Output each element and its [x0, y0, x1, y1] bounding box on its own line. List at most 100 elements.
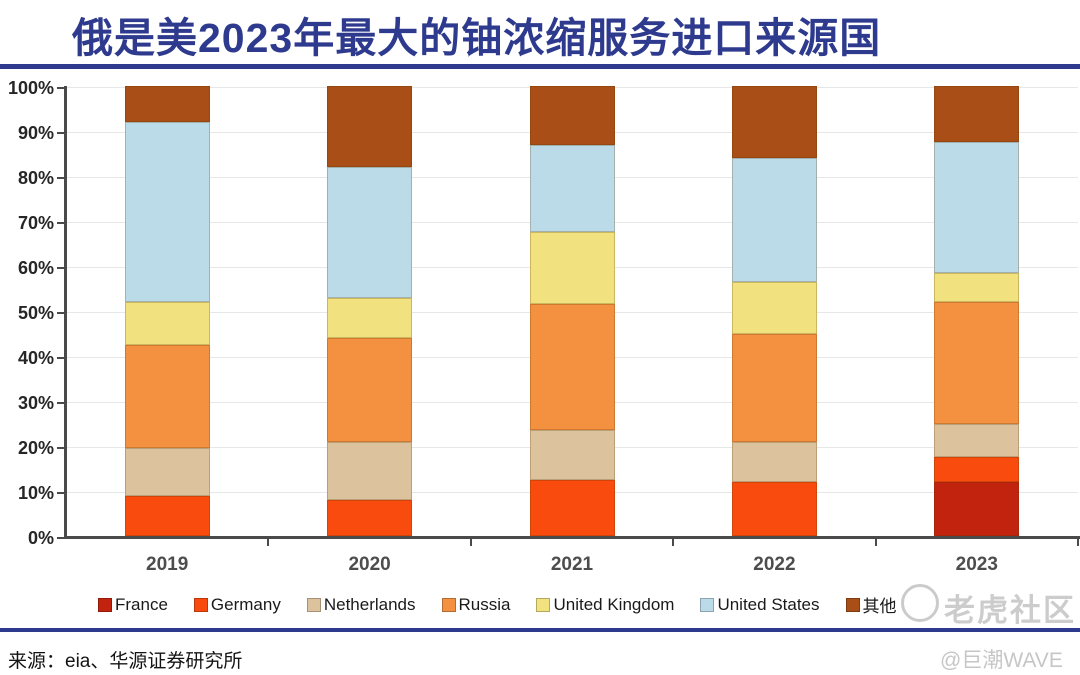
legend-label: France [115, 594, 168, 614]
bar-segment-russia [529, 304, 615, 431]
y-axis-tick-label: 30% [17, 393, 54, 413]
legend-item-其他: 其他 [845, 592, 897, 617]
x-axis-tick-label: 2020 [348, 554, 391, 575]
tiger-community-watermark: 老虎社区 [944, 593, 1076, 628]
x-axis-tick-label: 2023 [955, 554, 998, 575]
y-axis-tick-label: 20% [17, 438, 54, 458]
y-axis-tick [57, 267, 64, 269]
legend-swatch [700, 597, 715, 612]
x-axis-tick-label: 2022 [753, 554, 796, 575]
y-axis-tick-label: 40% [17, 348, 54, 368]
legend-item-germany: Germany [193, 594, 281, 615]
bar-segment-netherlands [731, 441, 817, 482]
legend-label: United Kingdom [553, 594, 675, 614]
legend-swatch [845, 597, 860, 612]
x-axis-tick [874, 539, 877, 546]
stacked-bar-chart: 0% 10% 20% 30% 40% 50% 60% 70% 80% 90% 100% 2019 202… [0, 79, 1080, 575]
bar-segment-其他 [934, 86, 1020, 143]
bar-segment-netherlands [934, 423, 1020, 458]
y-axis-tick-label: 10% [17, 483, 54, 503]
legend-item-russia: Russia [441, 594, 511, 615]
x-axis-line [64, 536, 1080, 539]
legend-label: Russia [458, 594, 511, 614]
bar-segment-united-states [731, 158, 817, 282]
stacked-bar-2019 [124, 86, 210, 536]
bar-segment-united-kingdom [124, 302, 210, 345]
legend-swatch [98, 597, 112, 612]
legend-item-netherlands: Netherlands [306, 594, 416, 615]
bar-segment-germany [529, 479, 615, 536]
x-axis-tick-label: 2021 [550, 554, 594, 575]
bar-segment-united-kingdom [731, 281, 817, 334]
y-axis-tick-label: 60% [17, 258, 54, 278]
bar-segment-germany [327, 500, 413, 536]
bar-segment-netherlands [529, 430, 615, 480]
stacked-bar-2023 [934, 86, 1020, 536]
y-axis-tick-label: 50% [17, 303, 54, 323]
legend-swatch [536, 597, 551, 612]
title-divider-line [0, 64, 1080, 69]
y-axis-tick [57, 447, 64, 449]
x-axis-tick-label: 2019 [146, 554, 189, 575]
legend-label: Netherlands [323, 594, 416, 614]
bar-segment-其他 [124, 86, 210, 122]
x-axis-tick [469, 539, 472, 546]
tiger-community-logo-icon [901, 584, 939, 622]
legend-swatch [193, 597, 208, 612]
bar-segment-russia [327, 338, 413, 442]
legend: France Germany Netherlands Russia United Kin… [98, 592, 897, 617]
stacked-bar-2021 [529, 86, 615, 536]
chart-title: 俄是美2023年最大的铀浓缩服务进口来源国 [72, 15, 882, 61]
y-axis-tick [57, 492, 64, 494]
x-axis-tick [267, 539, 270, 546]
y-axis-tick [57, 402, 64, 404]
author-watermark: @巨潮WAVE [940, 649, 1063, 672]
legend-item-united-kingdom: United Kingdom [536, 595, 674, 615]
y-axis-tick-label: 70% [17, 213, 54, 233]
bar-segment-其他 [327, 86, 413, 167]
x-axis-tick [672, 539, 675, 546]
legend-swatch [441, 597, 456, 612]
bar-segment-united-kingdom [327, 297, 413, 338]
bar-segment-france [934, 482, 1020, 536]
legend-item-united-states: United States [700, 595, 820, 615]
bar-segment-germany [934, 457, 1020, 482]
legend-item-france: France [98, 595, 168, 615]
bar-segment-其他 [529, 86, 615, 145]
bar-segment-russia [124, 344, 210, 449]
plot-area [66, 86, 1078, 538]
bar-segment-united-kingdom [529, 232, 615, 305]
bar-segment-netherlands [327, 441, 413, 500]
y-axis-tick-label: 0% [27, 528, 54, 548]
y-axis-tick [57, 132, 64, 134]
bar-segment-united-kingdom [934, 272, 1020, 302]
bar-segment-germany [731, 482, 817, 536]
stacked-bar-2020 [327, 86, 413, 536]
bar-segment-united-states [124, 122, 210, 302]
bar-segment-united-states [529, 144, 615, 233]
bar-segment-united-states [934, 142, 1020, 273]
legend-label: 其他 [862, 597, 897, 616]
y-axis-tick [57, 222, 64, 224]
bar-segment-germany [124, 495, 210, 536]
bar-segment-其他 [731, 86, 817, 158]
bar-segment-netherlands [124, 448, 210, 496]
bar-segment-russia [731, 333, 817, 442]
y-axis-tick [57, 357, 64, 359]
footer-divider-line [0, 628, 1080, 632]
y-axis-tick [57, 177, 64, 179]
y-axis-tick-label: 100% [7, 78, 54, 98]
bar-segment-united-states [327, 167, 413, 298]
x-axis-tick [1077, 539, 1079, 546]
source-note: 来源：eia、华源证券研究所 [8, 651, 243, 672]
bar-segment-russia [934, 302, 1020, 424]
y-axis-line [64, 86, 67, 539]
legend-swatch [306, 597, 321, 612]
y-axis-tick [57, 312, 64, 314]
y-axis-tick [57, 537, 64, 539]
y-axis-tick [57, 87, 64, 89]
y-axis-tick-label: 80% [17, 168, 54, 188]
legend-label: Germany [210, 594, 281, 614]
y-axis-tick-label: 90% [17, 123, 54, 143]
